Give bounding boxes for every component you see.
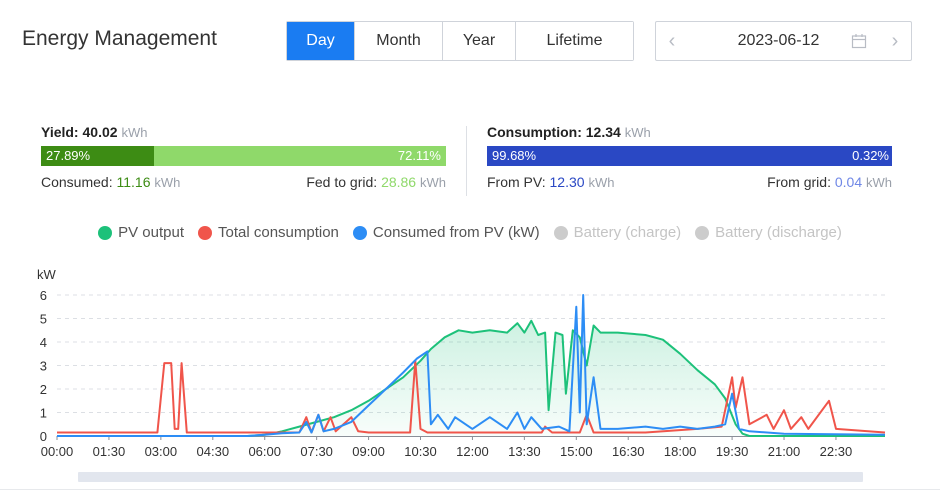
fed-label: Fed to grid: xyxy=(306,174,378,190)
y-tick-label: 6 xyxy=(40,288,47,303)
period-tabs: Day Month Year Lifetime xyxy=(286,21,634,61)
from-grid-value: 0.04 xyxy=(834,174,863,190)
consumption-pv-segment: 99.68% xyxy=(487,146,853,166)
x-tick-label: 21:00 xyxy=(768,444,801,459)
consumed-unit: kWh xyxy=(154,175,181,190)
yield-heading: Yield: 40.02 kWh xyxy=(41,124,446,140)
yield-summary: Yield: 40.02 kWh 27.89% 72.11% Consumed:… xyxy=(41,124,446,190)
x-tick-label: 07:30 xyxy=(300,444,333,459)
summary-divider xyxy=(466,126,467,196)
x-tick-label: 15:00 xyxy=(560,444,593,459)
from-pv: From PV: 12.30 kWh xyxy=(487,174,614,190)
date-value[interactable]: 2023-06-12 xyxy=(737,32,820,49)
power-chart[interactable]: kW 0 1 2 3 4 5 6 00:00 01:30 03:00 04:30 06:00 07:30 0… xyxy=(0,262,940,467)
yield-value: 40.02 xyxy=(82,124,118,140)
chevron-left-icon[interactable]: ‹ xyxy=(668,29,676,52)
y-tick-label: 4 xyxy=(40,335,47,350)
y-axis-unit-label: kW xyxy=(37,267,57,282)
yield-consumed-pct: 27.89% xyxy=(46,148,91,163)
chart-legend: PV output Total consumption Consumed fro… xyxy=(0,224,940,241)
from-grid: From grid: 0.04 kWh xyxy=(767,174,892,190)
yield-unit: kWh xyxy=(121,125,148,140)
y-tick-label: 1 xyxy=(40,406,47,421)
x-tick-label: 13:30 xyxy=(508,444,541,459)
yield-label: Yield: xyxy=(41,124,79,140)
legend-label: Consumed from PV (kW) xyxy=(372,224,540,241)
consumption-summary: Consumption: 12.34 kWh 99.68% 0.32% From… xyxy=(487,124,892,190)
x-tick-label: 16:30 xyxy=(612,444,645,459)
legend-battery-charge[interactable]: Battery (charge) xyxy=(553,224,682,241)
legend-total-consumption[interactable]: Total consumption xyxy=(198,224,339,241)
legend-consumed-from-pv[interactable]: Consumed from PV (kW) xyxy=(352,224,540,241)
yield-fed-pct: 72.11% xyxy=(397,148,441,163)
consumption-grid-segment: 0.32% xyxy=(852,146,892,166)
tab-day[interactable]: Day xyxy=(287,22,355,60)
x-tick-label: 04:30 xyxy=(197,444,230,459)
x-tick-label: 06:00 xyxy=(248,444,281,459)
x-tick-label: 01:30 xyxy=(93,444,126,459)
bottom-divider xyxy=(0,489,940,490)
series-line-2 xyxy=(57,294,886,437)
yield-fed-segment: 72.11% xyxy=(153,146,446,166)
legend-pv-output[interactable]: PV output xyxy=(98,224,184,241)
x-tick-label: 03:00 xyxy=(145,444,178,459)
from-pv-unit: kWh xyxy=(588,175,615,190)
tab-lifetime[interactable]: Lifetime xyxy=(516,22,633,60)
fed-unit: kWh xyxy=(420,175,446,190)
consumption-bar: 99.68% 0.32% xyxy=(487,146,892,166)
x-tick-label: 00:00 xyxy=(41,444,74,459)
x-tick-label: 19:30 xyxy=(716,444,749,459)
x-tick-label: 09:00 xyxy=(352,444,385,459)
yield-consumed-segment: 27.89% xyxy=(41,146,154,166)
legend-label: Battery (discharge) xyxy=(715,224,842,241)
y-tick-label: 5 xyxy=(40,312,47,327)
yield-fed: Fed to grid: 28.86 kWh xyxy=(306,174,446,190)
series-line-1 xyxy=(57,359,886,434)
legend-dot-icon xyxy=(352,225,367,240)
consumption-unit: kWh xyxy=(624,125,651,140)
legend-label: Battery (charge) xyxy=(573,224,682,241)
legend-dot-icon xyxy=(553,225,568,240)
calendar-icon[interactable] xyxy=(847,22,871,60)
legend-battery-discharge[interactable]: Battery (discharge) xyxy=(695,224,842,241)
yield-bar: 27.89% 72.11% xyxy=(41,146,446,166)
tab-month[interactable]: Month xyxy=(355,22,443,60)
x-tick-label: 10:30 xyxy=(404,444,437,459)
y-tick-label: 3 xyxy=(40,359,47,374)
x-tick-label: 12:00 xyxy=(456,444,489,459)
legend-label: Total consumption xyxy=(218,224,339,241)
chevron-right-icon[interactable]: › xyxy=(891,29,899,52)
x-tick-label: 18:00 xyxy=(664,444,697,459)
series-line-0 xyxy=(57,319,885,437)
consumption-pv-pct: 99.68% xyxy=(492,148,537,163)
legend-dot-icon xyxy=(695,225,710,240)
from-pv-label: From PV: xyxy=(487,174,546,190)
legend-label: PV output xyxy=(118,224,184,241)
series-area-0 xyxy=(57,320,885,436)
page-title: Energy Management xyxy=(22,27,217,50)
chart-zoom-scrollbar[interactable] xyxy=(78,472,863,482)
yield-consumed: Consumed: 11.16 kWh xyxy=(41,174,180,190)
tab-year[interactable]: Year xyxy=(443,22,516,60)
y-tick-label: 0 xyxy=(40,429,47,444)
fed-value: 28.86 xyxy=(381,174,417,190)
from-grid-label: From grid: xyxy=(767,174,831,190)
from-grid-unit: kWh xyxy=(866,175,892,190)
legend-dot-icon xyxy=(98,225,113,240)
consumption-heading: Consumption: 12.34 kWh xyxy=(487,124,892,140)
consumption-value: 12.34 xyxy=(585,124,621,140)
x-tick-label: 22:30 xyxy=(820,444,853,459)
legend-dot-icon xyxy=(198,225,212,240)
consumed-label: Consumed: xyxy=(41,174,113,190)
consumption-label: Consumption: xyxy=(487,124,582,140)
consumption-grid-pct: 0.32% xyxy=(852,148,889,163)
date-picker[interactable]: ‹ 2023-06-12 › xyxy=(655,21,912,61)
from-pv-value: 12.30 xyxy=(549,174,585,190)
y-tick-label: 2 xyxy=(40,382,47,397)
consumed-value: 11.16 xyxy=(116,174,151,190)
